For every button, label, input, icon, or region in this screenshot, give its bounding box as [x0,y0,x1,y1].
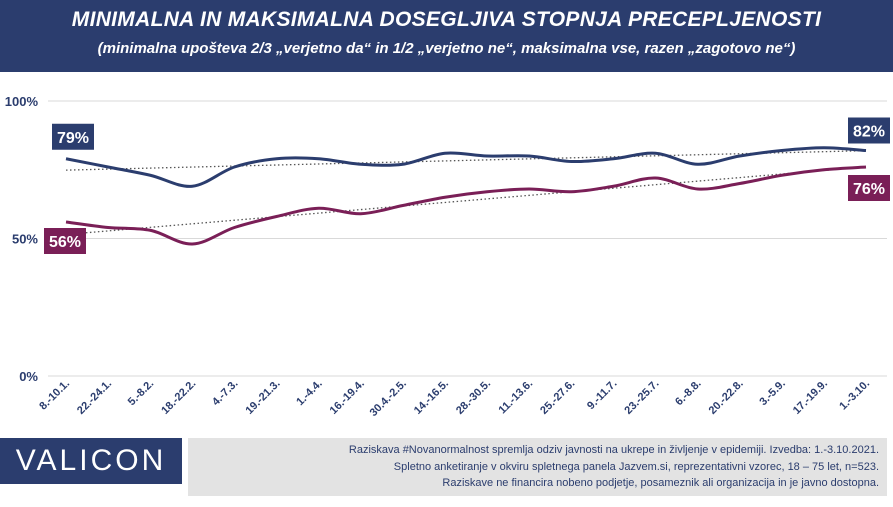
x-tick-label: 11.-13.6. [497,378,536,417]
chart-header: MINIMALNA IN MAKSIMALNA DOSEGLJIVA STOPN… [0,0,893,72]
x-axis: 8.-10.1. 22.-24.1. 5.-8.2. 18.-22.2. 4.-7.3.… [37,378,872,419]
trendlines [65,150,867,236]
footer-note: Raziskava #Novanormalnost spremlja odziv… [188,438,887,496]
series-line-min [65,165,867,246]
label-max-start: 79% [52,123,94,150]
y-axis: 0% 50% 100% [5,94,39,384]
x-tick-label: 9.-11.7. [585,378,619,412]
footer-line-2: Spletno anketiranje v okviru spletnega p… [393,460,879,473]
label-min-end-box [848,175,890,201]
x-tick-label: 17.-19.9. [791,378,830,417]
x-tick-label: 14.-16.5. [412,378,451,417]
label-max-end: 82% [848,117,890,144]
label-min-end: 76% [848,175,890,201]
x-tick-label: 1.-4.4. [294,378,325,409]
footer-line-3: Raziskave ne financira nobeno podjetje, … [442,477,879,489]
chart-title: MINIMALNA IN MAKSIMALNA DOSEGLJIVA STOPN… [71,8,822,31]
footer-line-1: Raziskava #Novanormalnost spremlja odziv… [348,444,879,456]
trendline-max [65,150,867,171]
x-tick-label: 25.-27.6. [538,378,577,417]
series-lines [65,146,867,246]
x-tick-label: 8.-10.1. [37,378,72,413]
x-tick-label: 30.4.-2.5. [368,378,409,419]
label-max-start-box [52,123,94,150]
label-max-end-box [848,117,890,144]
x-tick-label: 20.-22.8. [707,378,746,417]
gridlines [48,100,887,377]
x-tick-label: 4.-7.3. [210,378,241,409]
label-min-start: 56% [44,228,86,254]
y-tick-label: 0% [19,369,38,384]
x-tick-label: 19.-21.3. [243,378,282,417]
series-end-labels: 79% 82% 56% 76% [44,117,890,254]
chart-subtitle: (minimalna upošteva 2/3 „verjetno da“ in… [97,40,796,57]
valicon-logo: VALICON [0,438,182,484]
x-tick-label: 6.-8.8. [673,378,704,409]
label-max-end-text: 82% [853,124,885,141]
x-tick-label: 16.-19.4. [328,378,367,417]
trendline-min [65,166,867,236]
label-min-end-text: 76% [853,181,885,198]
x-tick-label: 22.-24.1. [75,378,114,417]
x-tick-label: 28.-30.5. [454,378,493,417]
label-max-start-text: 79% [57,130,89,147]
x-tick-label: 5.-8.2. [126,378,157,409]
y-tick-label: 50% [12,232,38,247]
x-tick-label: 18.-22.2. [159,378,198,417]
label-min-start-text: 56% [49,234,81,251]
line-chart: 0% 50% 100% 79% 82% 56% 76% 8.-10.1. 22.-24.1.… [5,94,890,419]
y-tick-label: 100% [5,94,39,109]
x-tick-label: 1.-3.10. [837,378,872,413]
series-line-max [65,146,867,188]
x-tick-label: 3.-5.9. [757,378,788,409]
label-min-start-box [44,228,86,254]
x-tick-label: 23.-25.7. [622,378,661,417]
